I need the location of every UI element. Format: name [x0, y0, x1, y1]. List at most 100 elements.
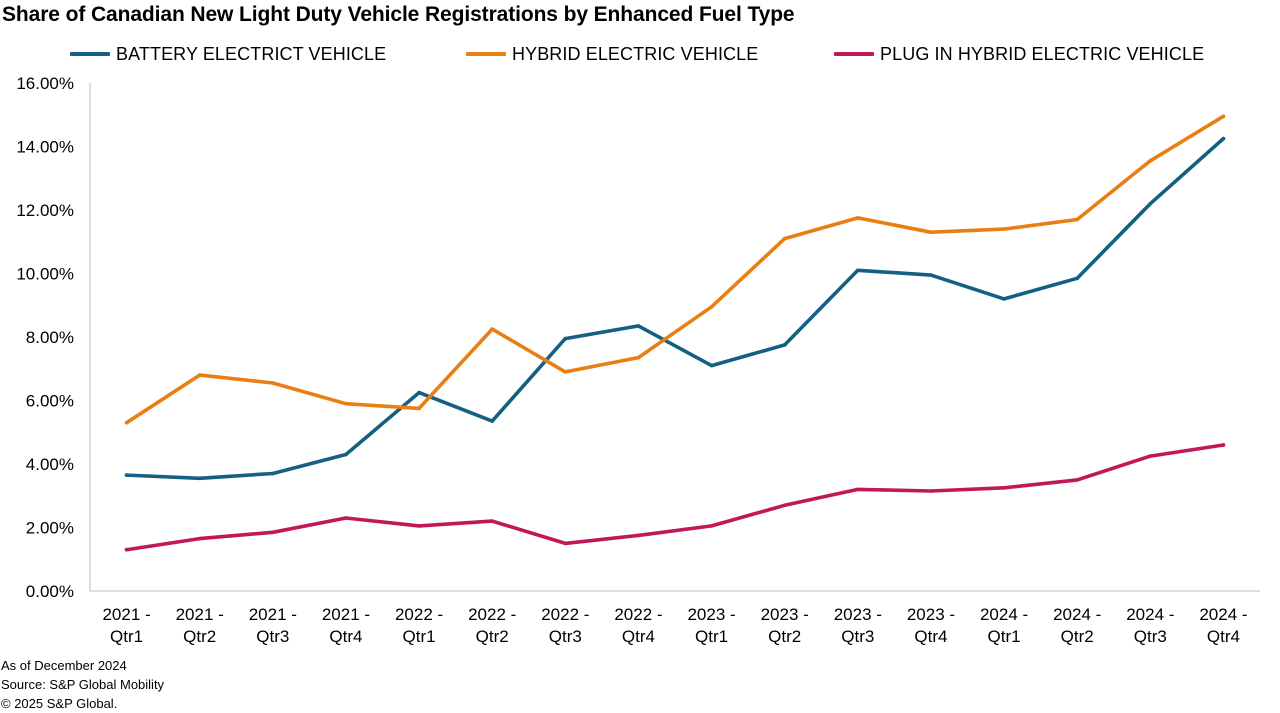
data-point: [563, 541, 568, 546]
data-point: [271, 530, 275, 535]
data-point: [1221, 114, 1226, 119]
data-point: [636, 324, 641, 328]
y-tick-label: 8.00%: [26, 328, 74, 347]
legend-item-phev: PLUG IN HYBRID ELECTRIC VEHICLE: [834, 43, 1204, 65]
x-tick-label-quarter: Qtr4: [1207, 627, 1240, 646]
y-tick-label: 4.00%: [26, 455, 74, 474]
data-point: [1221, 443, 1226, 447]
x-tick-label-quarter: Qtr1: [110, 627, 143, 646]
data-point: [197, 476, 202, 481]
data-point: [636, 533, 641, 538]
footer-source: Source: S&P Global Mobility: [1, 677, 165, 692]
data-point: [709, 524, 714, 528]
x-tick-label-year: 2022 -: [468, 605, 516, 624]
data-point: [490, 327, 494, 331]
chart-title: Share of Canadian New Light Duty Vehicle…: [2, 3, 795, 26]
legend: BATTERY ELECTRICT VEHICLE HYBRID ELECTRI…: [0, 0, 1280, 80]
data-point: [1002, 297, 1006, 301]
data-point: [417, 390, 421, 395]
y-tick-label: 14.00%: [16, 138, 74, 157]
data-point: [124, 420, 129, 425]
x-tick-label-year: 2024 -: [1053, 605, 1101, 624]
data-point: [856, 216, 860, 220]
y-tick-label: 12.00%: [16, 201, 74, 220]
footer-date: As of December 2024: [1, 658, 127, 673]
x-tick-label-year: 2022 -: [614, 605, 662, 624]
x-tick-label-year: 2021 -: [249, 605, 297, 624]
data-point: [197, 373, 202, 377]
data-point: [709, 363, 714, 368]
x-tick-label-quarter: Qtr2: [183, 627, 216, 646]
series-line-bev: [124, 136, 1226, 481]
data-point: [417, 524, 421, 528]
x-tick-label-quarter: Qtr1: [695, 627, 728, 646]
data-point: [1075, 217, 1079, 222]
x-tick-label-quarter: Qtr3: [1134, 627, 1167, 646]
legend-swatch-phev: [834, 52, 874, 56]
x-tick-label-year: 2021 -: [102, 605, 150, 624]
data-point: [856, 487, 860, 492]
data-point: [929, 230, 933, 235]
data-point: [417, 406, 421, 411]
data-point: [124, 473, 129, 477]
y-tick-label: 10.00%: [16, 265, 74, 284]
data-point: [856, 268, 860, 273]
data-point: [1148, 158, 1153, 163]
x-tick-label-year: 2024 -: [1199, 605, 1247, 624]
data-point: [929, 273, 933, 277]
legend-label-bev: BATTERY ELECTRICT VEHICLE: [116, 43, 387, 64]
x-tick-label-year: 2023 -: [761, 605, 809, 624]
data-point: [344, 516, 348, 520]
data-point: [563, 370, 568, 374]
x-tick-label-quarter: Qtr2: [476, 627, 509, 646]
legend-label-phev: PLUG IN HYBRID ELECTRIC VEHICLE: [880, 43, 1205, 64]
x-tick-label-year: 2022 -: [541, 605, 589, 624]
data-point: [490, 519, 494, 523]
data-point: [124, 547, 129, 552]
x-tick-label-quarter: Qtr1: [403, 627, 436, 646]
y-tick-label: 2.00%: [26, 519, 74, 538]
data-point: [344, 452, 348, 457]
data-point: [271, 381, 275, 385]
data-point: [344, 401, 348, 406]
legend-swatch-hev: [466, 52, 506, 56]
chart-footer: As of December 2024 Source: S&P Global M…: [1, 656, 164, 713]
y-tick-label: 6.00%: [26, 392, 74, 411]
series-line-hev: [124, 114, 1226, 425]
x-tick-label-quarter: Qtr3: [256, 627, 289, 646]
data-point: [197, 536, 202, 541]
x-tick-label-year: 2021 -: [176, 605, 224, 624]
y-tick-label: 0.00%: [26, 582, 74, 601]
data-point: [1075, 276, 1079, 281]
data-point: [1148, 454, 1153, 458]
data-point: [782, 343, 787, 347]
x-tick-label-year: 2023 -: [834, 605, 882, 624]
legend-label-hev: HYBRID ELECTRIC VEHICLE: [512, 43, 759, 64]
x-tick-label-year: 2023 -: [687, 605, 735, 624]
x-tick-label-year: 2024 -: [980, 605, 1028, 624]
data-point: [782, 236, 787, 241]
data-point: [782, 503, 787, 508]
x-tick-label-quarter: Qtr2: [768, 627, 801, 646]
data-point: [1075, 478, 1079, 482]
legend-item-hev: HYBRID ELECTRIC VEHICLE: [466, 43, 758, 65]
data-point: [1002, 486, 1006, 490]
x-tick-label-quarter: Qtr2: [1061, 627, 1094, 646]
series-line-phev: [124, 443, 1226, 552]
data-point: [1221, 136, 1226, 141]
x-tick-label-year: 2023 -: [907, 605, 955, 624]
data-point: [1002, 227, 1006, 231]
legend-swatch-bev: [70, 52, 110, 56]
data-point: [563, 336, 568, 341]
data-point: [929, 489, 933, 493]
data-point: [490, 419, 494, 423]
x-tick-label-year: 2022 -: [395, 605, 443, 624]
footer-copyright: © 2025 S&P Global.: [1, 696, 118, 711]
x-tick-label-quarter: Qtr3: [841, 627, 874, 646]
x-tick-label-quarter: Qtr4: [622, 627, 655, 646]
data-point: [271, 471, 275, 476]
x-tick-label-year: 2024 -: [1126, 605, 1174, 624]
data-point: [1148, 201, 1153, 206]
x-tick-label-quarter: Qtr4: [914, 627, 947, 646]
